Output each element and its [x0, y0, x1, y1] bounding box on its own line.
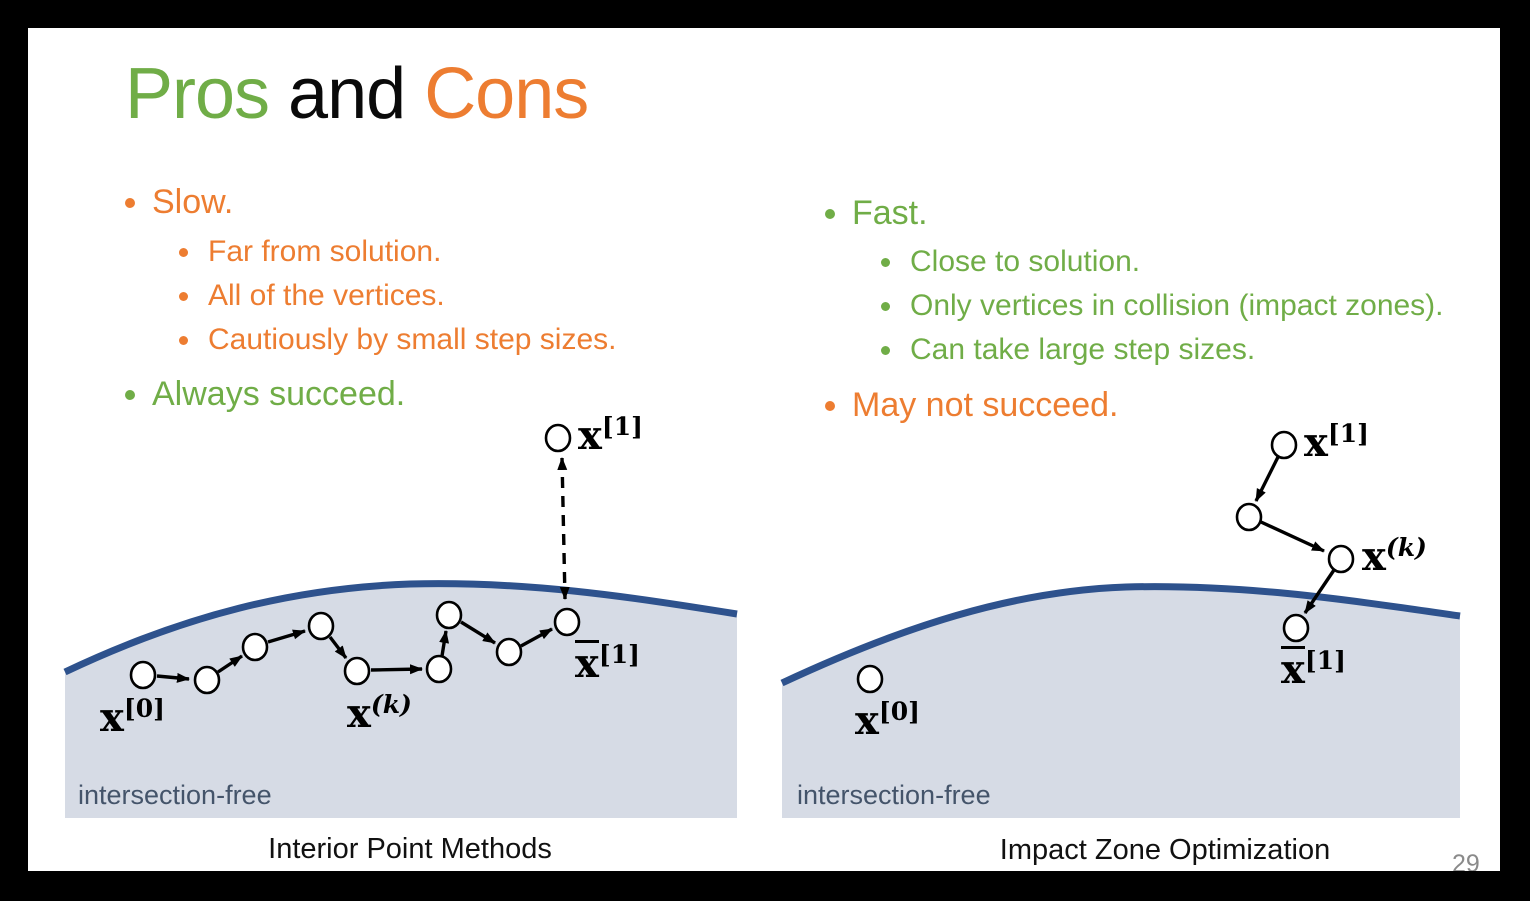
bullet-label: Fast. [852, 194, 928, 232]
bullet-label: Only vertices in collision (impact zones… [910, 289, 1444, 322]
bullet-only-vertices: Only vertices in collision (impact zones… [881, 289, 1444, 323]
bullet-far-from-solution: Far from solution. [179, 235, 441, 269]
vertex-node [495, 637, 523, 667]
vertex-node [425, 654, 453, 684]
bullet-icon [825, 208, 835, 219]
bullet-all-vertices: All of the vertices. [179, 279, 445, 313]
bullet-cautiously: Cautiously by small step sizes. [179, 323, 617, 357]
vertex-nodes [129, 423, 581, 695]
impact-zone-diagram: x[1] x(k) x[1] x[0] intersection-free [780, 405, 1461, 818]
bullet-icon [179, 247, 188, 257]
vertex-node [435, 600, 463, 630]
vertex-node [1235, 502, 1263, 532]
boundary-curve [63, 580, 738, 676]
title-segment-cons: Cons [424, 54, 589, 134]
bullet-icon [125, 389, 135, 400]
bullet-icon [179, 335, 188, 345]
page-title: Pros and Cons [125, 46, 589, 142]
bullet-icon [825, 400, 835, 411]
vertex-node [193, 665, 221, 695]
bullet-label: Far from solution. [208, 235, 442, 268]
bullet-may-not-succeed: May not succeed. [825, 386, 1118, 425]
bullet-label: Can take large step sizes. [910, 333, 1256, 366]
bullet-close-to-solution: Close to solution. [881, 245, 1140, 279]
title-segment-pros: Pros [125, 54, 270, 134]
bullet-always-succeed: Always succeed. [125, 375, 405, 414]
bullet-fast: Fast. [825, 194, 928, 233]
bullet-slow: Slow. [125, 183, 233, 222]
bullet-label: All of the vertices. [208, 279, 445, 312]
bullet-label: Cautiously by small step sizes. [208, 323, 617, 356]
interior-point-diagram: x[0] x(k) x[1] x[1] intersection-free [63, 400, 738, 818]
step-arrows [1254, 456, 1336, 614]
label-x0: x[0] [100, 694, 165, 741]
vertex-node-x1 [1270, 430, 1298, 460]
bullet-large-steps: Can take large step sizes. [881, 333, 1255, 367]
label-x1: x[1] [578, 412, 643, 459]
boundary-curve [780, 583, 1461, 687]
bullet-label: May not succeed. [852, 386, 1119, 424]
intersection-free-region [65, 583, 737, 818]
vertex-node [307, 611, 335, 641]
vertex-node-xk [1327, 544, 1355, 574]
intersection-free-label: intersection-free [78, 780, 272, 810]
label-xk: x(k) [1362, 533, 1427, 580]
label-xk: x(k) [347, 690, 412, 737]
vertex-node [241, 632, 269, 662]
page-number: 29 [1452, 850, 1480, 871]
projection-dashed-arrow [557, 457, 570, 600]
vertex-nodes [856, 430, 1355, 694]
vertex-node-x0 [129, 660, 157, 690]
bullet-icon [125, 197, 135, 208]
interior-point-diagram-svg [63, 423, 738, 818]
intersection-free-label: intersection-free [797, 780, 991, 810]
label-x1: x[1] [1304, 419, 1369, 466]
vertex-node-xbar1 [1282, 613, 1310, 643]
label-xbar1: x[1] [1281, 646, 1346, 693]
bullet-icon [881, 301, 890, 311]
step-arrows [156, 457, 570, 683]
label-x0: x[0] [855, 697, 920, 744]
vertex-node-x0 [856, 664, 884, 694]
vertex-node-xk [343, 656, 371, 686]
title-segment-and: and [269, 54, 425, 134]
slide: Pros and Cons Slow. Far from solution. A… [28, 28, 1500, 871]
label-xbar1: x[1] [575, 640, 640, 687]
bullet-icon [179, 291, 188, 301]
bullet-label: Slow. [152, 183, 234, 221]
bullet-icon [881, 257, 890, 267]
intersection-free-region [782, 586, 1460, 818]
bullet-label: Always succeed. [152, 375, 406, 413]
vertex-node-x1 [544, 423, 572, 453]
bullet-label: Close to solution. [910, 245, 1141, 278]
right-diagram-caption: Impact Zone Optimization [999, 834, 1331, 866]
bullet-icon [881, 345, 890, 355]
vertex-node-xbar1 [553, 607, 581, 637]
left-diagram-caption: Interior Point Methods [268, 833, 552, 865]
impact-zone-diagram-svg [780, 430, 1461, 818]
